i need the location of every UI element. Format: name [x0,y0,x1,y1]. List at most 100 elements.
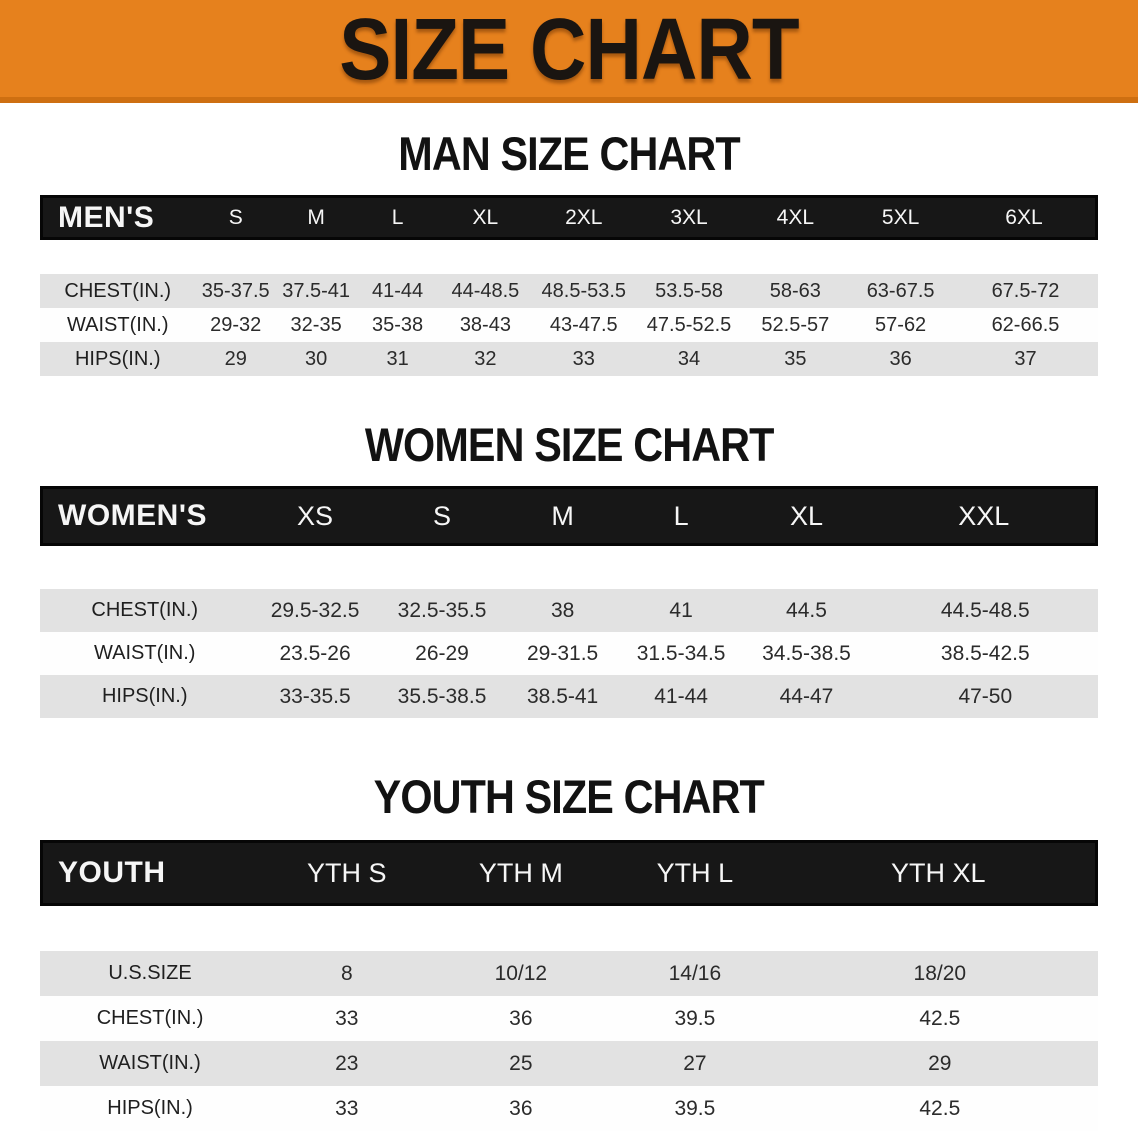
youth-size-s: YTH S [260,840,434,906]
youth-hips-row: HIPS(IN.) 33 36 39.5 42.5 [40,1086,1098,1131]
table-cell: 30 [275,342,357,376]
table-cell: 35.5-38.5 [380,675,504,718]
table-cell: 57-62 [848,308,953,342]
table-cell: 29.5-32.5 [249,589,381,632]
table-cell: 48.5-53.5 [531,274,636,308]
table-cell: 35-37.5 [195,274,276,308]
youth-size-table: YOUTH YTH S YTH M YTH L YTH XL U.S.SIZE … [40,840,1098,1131]
table-cell: 39.5 [608,996,782,1041]
table-cell: 27 [608,1041,782,1086]
gap-row [40,240,1098,274]
table-cell: 29-31.5 [503,632,622,675]
men-waist-row: WAIST(IN.) 29-32 32-35 35-38 38-43 43-47… [40,308,1098,342]
row-label: CHEST(IN.) [40,996,261,1041]
men-size-3xl: 3XL [635,195,743,240]
men-chest-row: CHEST(IN.) 35-37.5 37.5-41 41-44 44-48.5… [40,274,1098,308]
youth-ussize-row: U.S.SIZE 8 10/12 14/16 18/20 [40,951,1098,996]
youth-section-heading: YOUTH SIZE CHART [0,770,1138,824]
table-cell: 34 [635,342,743,376]
women-size-xs: XS [249,486,381,546]
table-cell: 53.5-58 [635,274,743,308]
table-cell: 37.5-41 [275,274,357,308]
men-size-s: S [195,195,276,240]
table-cell: 23 [260,1041,434,1086]
table-cell: 31 [356,342,439,376]
youth-size-m: YTH M [433,840,609,906]
youth-header-row: YOUTH YTH S YTH M YTH L YTH XL [40,840,1098,906]
table-cell: 41-44 [356,274,439,308]
women-size-l: L [621,486,741,546]
men-size-m: M [275,195,357,240]
gap-row [40,546,1098,589]
men-size-l: L [356,195,439,240]
table-cell: 23.5-26 [249,632,381,675]
man-heading-text: MAN SIZE CHART [398,127,740,180]
table-cell: 42.5 [781,1086,1098,1131]
women-size-s: S [380,486,504,546]
women-chest-row: CHEST(IN.) 29.5-32.5 32.5-35.5 38 41 44.… [40,589,1098,632]
table-cell: 32 [438,342,532,376]
men-size-4xl: 4XL [742,195,849,240]
table-cell: 33 [531,342,636,376]
men-size-xl: XL [438,195,532,240]
women-heading-text: WOMEN SIZE CHART [364,418,775,471]
table-cell: 41 [621,589,741,632]
table-cell: 52.5-57 [742,308,849,342]
table-cell: 18/20 [781,951,1098,996]
table-cell: 10/12 [433,951,609,996]
table-cell: 47.5-52.5 [635,308,743,342]
table-cell: 33-35.5 [249,675,381,718]
men-hips-row: HIPS(IN.) 29 30 31 32 33 34 35 36 37 [40,342,1098,376]
table-cell: 14/16 [608,951,782,996]
table-cell: 35 [742,342,849,376]
women-section-heading: WOMEN SIZE CHART [0,418,1138,472]
table-cell: 31.5-34.5 [621,632,741,675]
table-cell: 43-47.5 [531,308,636,342]
table-cell: 36 [433,996,609,1041]
table-cell: 36 [433,1086,609,1131]
row-label: WAIST(IN.) [40,308,196,342]
youth-waist-row: WAIST(IN.) 23 25 27 29 [40,1041,1098,1086]
row-label: CHEST(IN.) [40,589,250,632]
table-cell: 35-38 [356,308,439,342]
table-cell: 33 [260,996,434,1041]
table-cell: 29-32 [195,308,276,342]
table-cell: 37 [952,342,1098,376]
women-size-xxl: XXL [872,486,1098,546]
row-label: HIPS(IN.) [40,675,250,718]
row-label: U.S.SIZE [40,951,261,996]
women-size-xl: XL [740,486,873,546]
women-size-m: M [503,486,622,546]
row-label: WAIST(IN.) [40,1041,261,1086]
table-cell: 34.5-38.5 [740,632,873,675]
women-size-table: WOMEN'S XS S M L XL XXL CHEST(IN.) 29.5-… [40,486,1098,718]
men-size-2xl: 2XL [531,195,636,240]
women-waist-row: WAIST(IN.) 23.5-26 26-29 29-31.5 31.5-34… [40,632,1098,675]
youth-size-xl: YTH XL [781,840,1098,906]
table-cell: 32.5-35.5 [380,589,504,632]
gap-row [40,906,1098,951]
table-cell: 41-44 [621,675,741,718]
youth-size-l: YTH L [608,840,782,906]
table-cell: 44-47 [740,675,873,718]
men-header-label: MEN'S [40,195,196,240]
table-cell: 44-48.5 [438,274,532,308]
women-hips-row: HIPS(IN.) 33-35.5 35.5-38.5 38.5-41 41-4… [40,675,1098,718]
table-cell: 29 [781,1041,1098,1086]
table-cell: 32-35 [275,308,357,342]
row-label: CHEST(IN.) [40,274,196,308]
table-cell: 63-67.5 [848,274,953,308]
table-cell: 38-43 [438,308,532,342]
men-size-table: MEN'S S M L XL 2XL 3XL 4XL 5XL 6XL CHEST… [40,195,1098,376]
youth-heading-text: YOUTH SIZE CHART [373,770,765,823]
men-size-5xl: 5XL [848,195,953,240]
table-cell: 67.5-72 [952,274,1098,308]
man-section-heading: MAN SIZE CHART [0,127,1138,181]
table-cell: 29 [195,342,276,376]
women-header-label: WOMEN'S [40,486,250,546]
table-cell: 38.5-41 [503,675,622,718]
table-cell: 38 [503,589,622,632]
table-cell: 33 [260,1086,434,1131]
table-cell: 38.5-42.5 [872,632,1098,675]
men-size-6xl: 6XL [952,195,1098,240]
